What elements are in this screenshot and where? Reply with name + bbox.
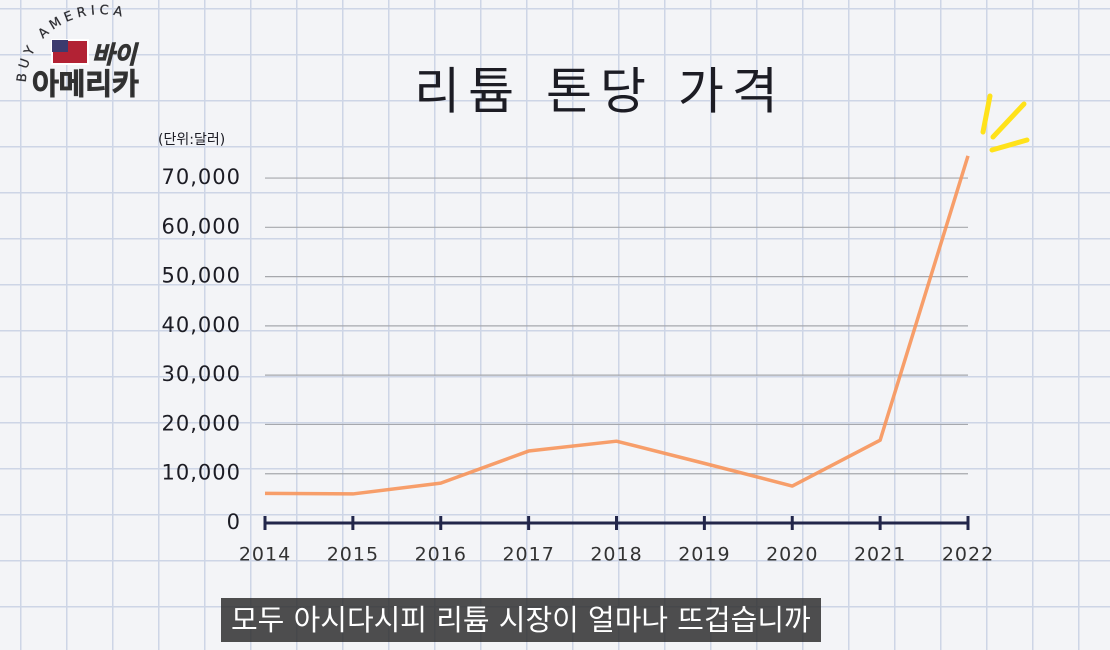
logo: BUY AMERICA 바이 아메리카 (14, 2, 140, 101)
x-tick-label: 2018 (590, 544, 642, 566)
flag-canton (52, 40, 68, 52)
burst-stroke (990, 101, 1027, 140)
chart-title: 리튬 톤당 가격 (414, 63, 786, 121)
y-tick-label: 0 (227, 510, 241, 534)
y-tick-label: 10,000 (162, 461, 241, 485)
burst (980, 93, 1030, 153)
x-tick-label: 2016 (415, 544, 467, 566)
x-tick-label: 2015 (327, 544, 379, 566)
x-tick-label: 2019 (678, 544, 730, 566)
y-tick-label: 20,000 (162, 411, 241, 435)
x-tick-label: 2017 (502, 544, 554, 566)
x-tick-label: 2021 (854, 544, 906, 566)
x-tick-label: 2022 (942, 544, 994, 566)
data-line (264, 155, 970, 496)
y-tick-label: 60,000 (162, 214, 241, 238)
unit-label: (단위:달러) (158, 132, 225, 148)
burst-stroke (980, 93, 993, 135)
y-tick-label: 70,000 (162, 165, 241, 189)
logo-line2: 아메리카 (32, 67, 139, 101)
caption: 모두 아시다시피 리튬 시장이 얼마나 뜨겁습니까 (221, 598, 821, 642)
y-tick-label: 30,000 (162, 362, 241, 386)
burst-stroke (989, 137, 1030, 153)
y-tick-label: 40,000 (162, 313, 241, 337)
x-tick-label: 2020 (766, 544, 818, 566)
y-tick-label: 50,000 (162, 264, 241, 288)
logo-line1: 바이 (92, 41, 139, 69)
x-tick-label: 2014 (239, 544, 291, 566)
